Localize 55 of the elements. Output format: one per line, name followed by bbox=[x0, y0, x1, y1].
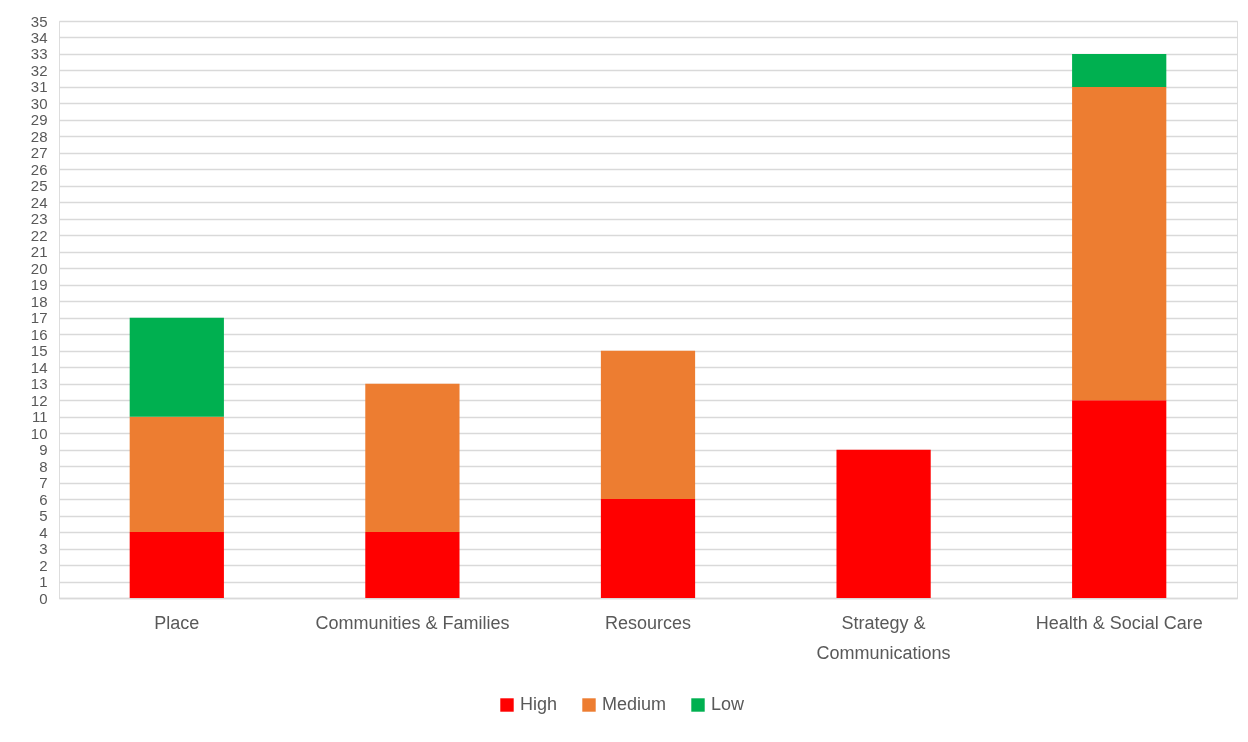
x-tick-label: Resources bbox=[604, 612, 692, 633]
legend-label: Low bbox=[711, 694, 746, 714]
x-tick-label: Place bbox=[154, 612, 200, 633]
y-tick-label: 5 bbox=[39, 507, 48, 525]
y-tick-label: 19 bbox=[30, 276, 48, 294]
bar bbox=[1072, 53, 1167, 87]
y-tick-label: 9 bbox=[39, 441, 48, 459]
y-tick-label: 8 bbox=[39, 457, 48, 475]
y-tick-label: 7 bbox=[39, 474, 48, 492]
bar bbox=[129, 416, 224, 533]
y-tick-label: 20 bbox=[30, 259, 48, 277]
x-tick-label: Health & Social Care bbox=[1035, 612, 1203, 633]
bar bbox=[600, 499, 696, 598]
y-tick-label: 15 bbox=[30, 342, 48, 360]
bar bbox=[129, 532, 224, 598]
y-tick-label: 11 bbox=[31, 408, 48, 426]
y-tick-label: 35 bbox=[30, 12, 48, 30]
x-tick-label: Communities & Families bbox=[315, 612, 510, 633]
y-tick-label: 1 bbox=[39, 573, 48, 591]
y-tick-label: 29 bbox=[30, 111, 48, 129]
x-tick-label: Strategy & Communications bbox=[816, 612, 951, 663]
y-tick-label: 26 bbox=[30, 160, 48, 178]
y-tick-label: 27 bbox=[30, 144, 48, 162]
y-tick-label: 10 bbox=[30, 424, 48, 442]
y-tick-label: 14 bbox=[30, 358, 48, 376]
y-tick-label: 16 bbox=[30, 325, 48, 343]
y-tick-label: 12 bbox=[30, 391, 48, 409]
y-tick-label: 32 bbox=[30, 61, 48, 79]
y-tick-label: 18 bbox=[30, 292, 48, 310]
legend-label: Medium bbox=[602, 694, 667, 714]
y-tick-label: 28 bbox=[30, 127, 48, 145]
legend-label: High bbox=[520, 694, 558, 714]
bar bbox=[365, 383, 460, 533]
y-tick-label: 25 bbox=[30, 177, 48, 195]
y-tick-label: 30 bbox=[30, 94, 48, 112]
y-tick-label: 23 bbox=[30, 210, 48, 228]
y-tick-label: 22 bbox=[30, 226, 48, 244]
y-tick-label: 21 bbox=[30, 243, 48, 261]
bar bbox=[365, 532, 460, 598]
y-tick-label: 6 bbox=[39, 490, 48, 508]
y-tick-label: 34 bbox=[30, 28, 48, 46]
y-tick-label: 33 bbox=[30, 45, 48, 63]
y-tick-label: 24 bbox=[30, 193, 48, 211]
y-tick-label: 0 bbox=[39, 589, 48, 607]
y-tick-label: 3 bbox=[39, 540, 48, 558]
y-tick-label: 2 bbox=[39, 556, 48, 574]
bar bbox=[1072, 400, 1167, 598]
y-tick-label: 31 bbox=[30, 78, 48, 96]
bar bbox=[129, 317, 224, 417]
y-tick-label: 4 bbox=[39, 523, 48, 541]
y-tick-label: 17 bbox=[30, 309, 48, 327]
bar bbox=[600, 350, 696, 500]
y-tick-label: 13 bbox=[30, 375, 48, 393]
bar bbox=[1072, 86, 1167, 401]
bar bbox=[836, 449, 931, 598]
